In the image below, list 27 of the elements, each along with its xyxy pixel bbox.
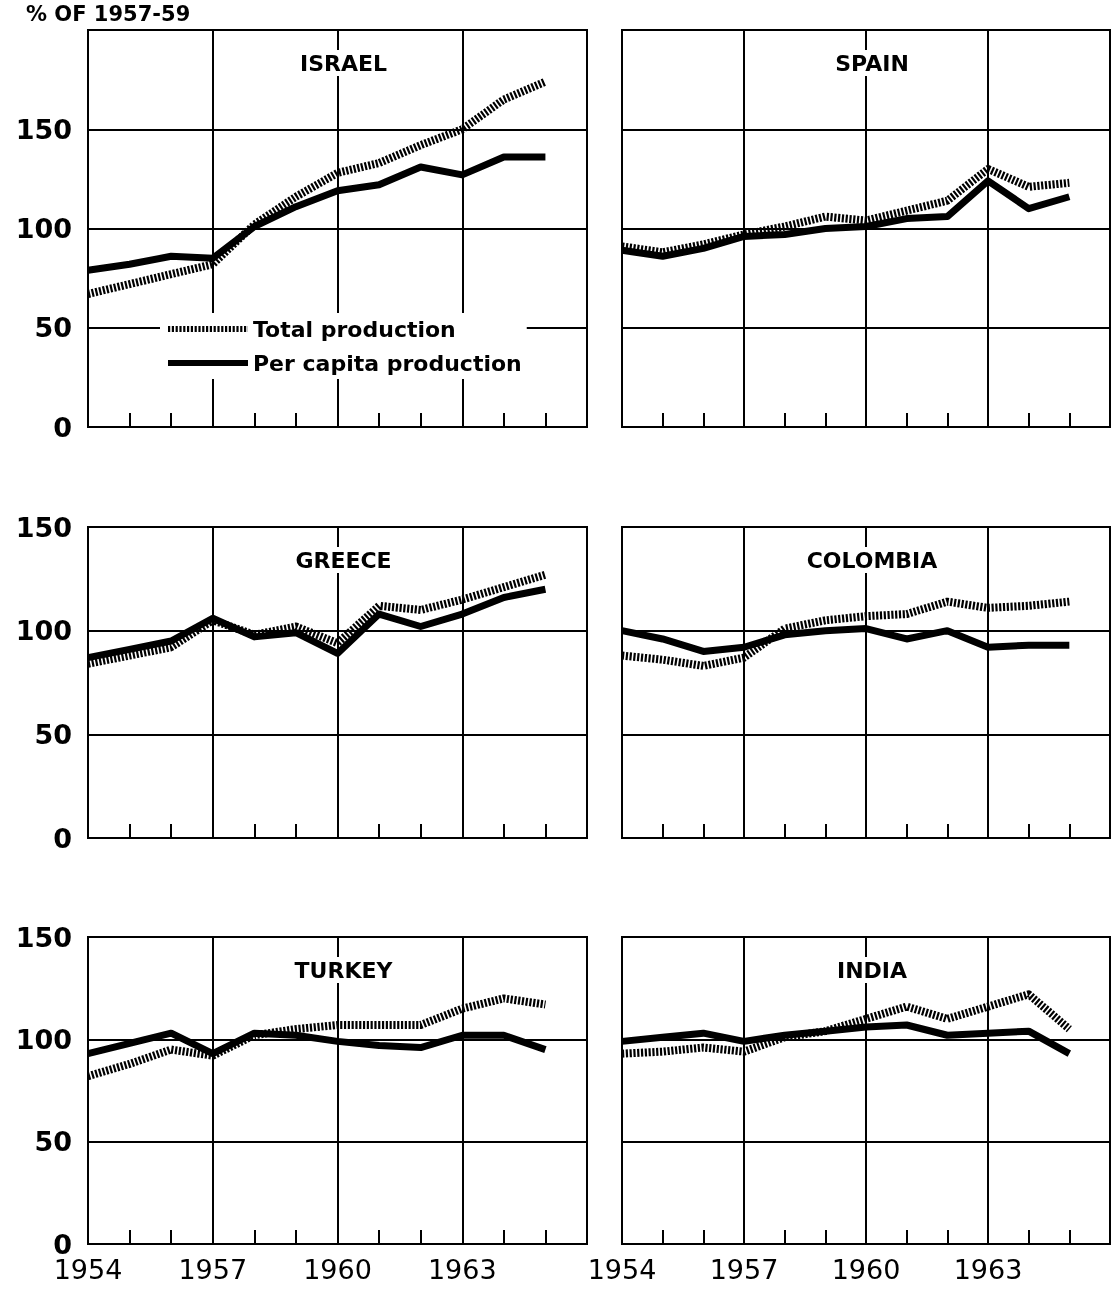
x-tick-label: 1960 <box>831 1254 901 1285</box>
x-tick-label: 1960 <box>303 1254 372 1285</box>
text: GREECE <box>295 547 392 573</box>
y-tick-label: 50 <box>34 718 72 750</box>
text: ISRAEL <box>299 50 388 76</box>
text: TURKEY <box>294 957 394 983</box>
x-tick-label: 1963 <box>427 1254 497 1285</box>
text: COLOMBIA <box>806 547 938 573</box>
y-tick-label: 150 <box>15 113 72 145</box>
y-tick-label: 0 <box>53 411 72 443</box>
y-tick-label: 150 <box>15 511 72 543</box>
y-tick-label: 50 <box>34 312 72 344</box>
x-tick-label: 1957 <box>709 1254 779 1285</box>
y-axis-title: % OF 1957-59 <box>26 1 191 26</box>
legend-label: Per capita production <box>253 350 522 376</box>
x-tick-label: 1963 <box>953 1254 1023 1285</box>
y-tick-label: 100 <box>15 615 72 647</box>
y-tick-label: 0 <box>53 822 72 854</box>
y-tick-label: 50 <box>34 1126 72 1158</box>
text: SPAIN <box>835 50 909 76</box>
x-tick-label: 1954 <box>587 1254 657 1285</box>
legend-label: Total production <box>253 316 456 342</box>
text: INDIA <box>836 957 908 983</box>
x-tick-label: 1957 <box>178 1254 248 1285</box>
y-tick-label: 150 <box>15 921 72 953</box>
y-tick-label: 100 <box>15 213 72 244</box>
y-tick-label: 100 <box>15 1023 72 1055</box>
